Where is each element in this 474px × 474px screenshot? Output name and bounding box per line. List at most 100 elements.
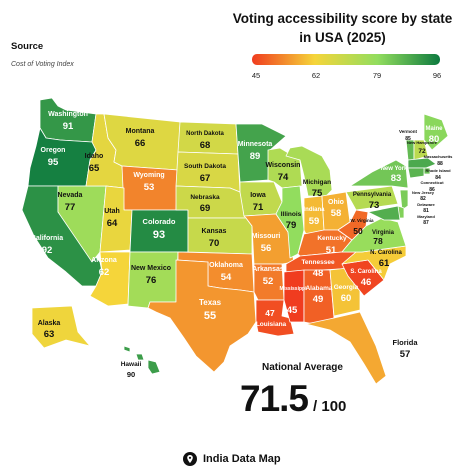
score-KY: 51 <box>326 245 337 256</box>
score-NC: 61 <box>379 258 390 269</box>
score-ID: 65 <box>89 163 100 174</box>
score-SC: 46 <box>361 277 372 288</box>
score-NJ: 82 <box>420 196 426 202</box>
state-MA <box>407 157 437 169</box>
score-SD: 67 <box>200 173 211 184</box>
score-PA: 73 <box>369 200 380 211</box>
score-UT: 64 <box>107 218 118 229</box>
label-SD: South Dakota <box>184 163 226 170</box>
label-NH: New Hampshire <box>407 140 438 145</box>
label-OH: Ohio <box>328 199 344 206</box>
label-IA: Iowa <box>250 192 266 199</box>
score-NV: 77 <box>65 202 76 213</box>
score-WI: 74 <box>278 172 289 183</box>
score-MT: 66 <box>135 138 146 149</box>
state-MD <box>367 205 401 221</box>
score-RI: 84 <box>435 175 441 181</box>
label-DE: Delaware <box>417 202 435 207</box>
map-pin-logo-icon <box>183 452 197 466</box>
state-IN <box>303 195 325 235</box>
score-VA: 78 <box>373 236 383 246</box>
score-DE: 81 <box>423 208 429 214</box>
label-MN: Minnesota <box>238 141 273 148</box>
score-NE: 69 <box>200 203 211 214</box>
label-NM: New Mexico <box>131 265 171 272</box>
label-NY: New York <box>381 166 408 172</box>
label-HI: Hawaii <box>121 361 142 368</box>
score-ND: 68 <box>200 140 211 151</box>
state-KS <box>187 217 253 255</box>
label-NJ: New Jersey <box>412 190 435 195</box>
label-AZ: Arizona <box>91 257 117 264</box>
score-MI: 75 <box>312 188 323 199</box>
label-NE: Nebraska <box>190 194 220 201</box>
score-MN: 89 <box>250 151 261 162</box>
legend-tick-min: 45 <box>251 71 261 80</box>
score-NH: 72 <box>418 148 426 155</box>
state-NJ <box>399 189 409 211</box>
state-HI <box>123 345 161 375</box>
state-PA <box>345 185 399 211</box>
score-MS: 45 <box>287 305 298 316</box>
score-FL: 57 <box>400 349 411 360</box>
label-OR: Oregon <box>41 147 66 154</box>
legend-tick-2: 62 <box>311 71 321 80</box>
score-IN: 59 <box>309 216 320 227</box>
score-AK: 63 <box>44 329 55 340</box>
score-NY: 83 <box>391 173 402 184</box>
label-MO: Missouri <box>252 233 281 240</box>
label-WV: W. Virginia <box>351 218 374 223</box>
score-MO: 56 <box>261 243 272 254</box>
score-MD: 87 <box>423 220 429 226</box>
state-IL <box>275 185 305 259</box>
label-KS: Kansas <box>202 228 227 235</box>
source-name: Cost of Voting Index <box>11 61 74 68</box>
score-LA: 47 <box>265 308 275 318</box>
score-IL: 79 <box>286 220 297 231</box>
state-WA <box>39 97 97 143</box>
score-HI: 90 <box>127 370 135 379</box>
score-CT: 86 <box>429 187 435 193</box>
label-LA: Louisiana <box>256 321 287 328</box>
state-LA <box>255 299 295 337</box>
label-PA: Pennsylvania <box>353 192 392 198</box>
label-SC: S. Carolina <box>350 269 382 275</box>
score-WA: 91 <box>63 121 74 132</box>
national-average-value: 71.5 <box>240 378 309 419</box>
label-UT: Utah <box>104 208 120 215</box>
label-IL: Illinois <box>281 211 302 218</box>
score-WY: 53 <box>144 182 155 193</box>
national-average-label: National Average <box>262 362 343 373</box>
score-OH: 58 <box>331 208 342 219</box>
label-TX: Texas <box>199 298 222 307</box>
label-ME: Maine <box>425 126 443 132</box>
state-TX <box>147 259 257 373</box>
score-OK: 54 <box>221 272 232 283</box>
score-TN: 48 <box>313 268 324 279</box>
state-MS <box>283 269 305 323</box>
score-KS: 70 <box>209 238 220 249</box>
state-NY <box>349 159 409 189</box>
source-heading: Source <box>11 41 44 52</box>
label-WI: Wisconsin <box>266 162 301 169</box>
score-WV: 50 <box>353 226 363 236</box>
label-AL: Alabama <box>305 285 332 292</box>
label-MI: Michigan <box>303 179 331 186</box>
chart-title: Voting accessibility score by state in U… <box>232 11 453 45</box>
label-AR: Arkansas <box>252 266 284 273</box>
label-CT: Connecticut <box>420 180 444 185</box>
brand-name: India Data Map <box>203 453 281 465</box>
label-NV: Nevada <box>58 192 83 199</box>
state-MI <box>285 145 333 197</box>
label-AK: Alaska <box>38 320 61 327</box>
state-AK <box>31 305 91 349</box>
score-AZ: 62 <box>99 267 110 278</box>
score-AL: 49 <box>313 294 324 305</box>
label-RI: Rhode Island <box>425 168 451 173</box>
score-GA: 60 <box>341 293 352 304</box>
label-VA: Virginia <box>372 230 395 236</box>
color-scale-legend <box>252 54 440 65</box>
label-IN: Indiana <box>303 207 325 213</box>
score-IA: 71 <box>253 202 264 213</box>
